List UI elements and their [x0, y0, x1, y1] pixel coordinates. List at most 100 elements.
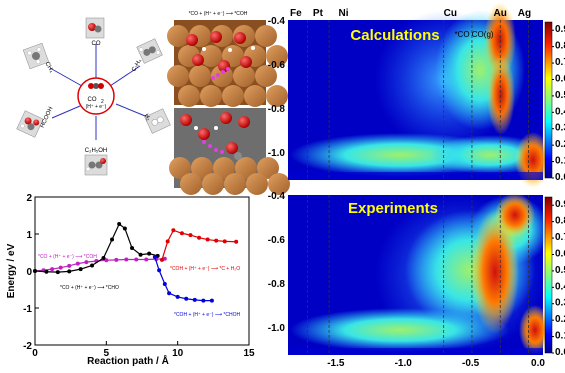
colorbar-tick-label: 0.9: [555, 199, 565, 210]
colorbar-tick-label: 0.7: [555, 57, 565, 68]
colorbar-tick-label: 0.5: [555, 90, 565, 101]
experiments-element-guides: [307, 195, 529, 355]
energy-y-tick-label: -2: [23, 341, 32, 352]
colorbar-tick-label: 0.3: [555, 123, 565, 134]
experiments-colorbar: [544, 196, 553, 354]
energy-data-point: [58, 265, 63, 270]
adsorbates-bottom: [180, 112, 250, 160]
copper-atom: [189, 65, 211, 87]
colorbar-tick-label: 0.6: [555, 73, 565, 84]
copper-atom: [222, 85, 244, 107]
energy-data-point: [104, 258, 109, 263]
heatmap-y-tick-label: -0.6: [268, 235, 286, 246]
energy-y-tick-label: -1: [23, 304, 32, 315]
heatmap-y-tick-label: -1.0: [268, 323, 286, 334]
colorbar-tick-label: 0.8: [555, 41, 565, 52]
colorbar-tick-label: 0.4: [555, 281, 565, 292]
heatmap-y-tick-label: -0.8: [268, 279, 286, 290]
energy-data-point: [192, 297, 197, 302]
colorbar-tick-label: 0.1: [555, 156, 565, 167]
energy-data-point: [222, 239, 227, 244]
energy-data-point: [67, 269, 72, 274]
energy-data-point: [157, 268, 162, 273]
heatmap-x-tick-label: -0.5: [462, 358, 480, 368]
calculations-inner-label: *CO CO(g): [454, 30, 493, 39]
ch4-product-label: CH₄: [43, 61, 54, 74]
colorbar-tick-label: 0.4: [555, 106, 565, 117]
annotation-coh-to-c: *COH + (H⁺ + e⁻) ⟶ *C + H₂O: [170, 266, 240, 272]
experiments-title: Experiments: [348, 200, 438, 217]
copper-atom: [178, 85, 200, 107]
energy-data-point: [90, 263, 95, 268]
annotation-co-to-cho: *CO + (H⁺ + e⁻) ⟶ *CHO: [60, 285, 119, 291]
heatmap-y-tick-label: -0.4: [268, 191, 286, 202]
experiments-x-ticks: -1.5 -1.0 -0.5 0.0: [327, 358, 545, 369]
c2h4-product-icon: [136, 38, 163, 64]
energy-data-point: [33, 269, 37, 273]
energy-data-point: [188, 233, 193, 238]
colorbar-tick-label: 0.2: [555, 314, 565, 325]
copper-atom: [255, 65, 277, 87]
heatmap-x-tick-label: 0.0: [531, 358, 545, 368]
copper-atom: [266, 45, 288, 67]
hcooh-product-icon: [16, 110, 44, 138]
copper-atom: [167, 25, 189, 47]
copper-atom: [257, 157, 279, 179]
adsorbates-top: [186, 31, 255, 80]
energy-y-tick-label: 2: [26, 193, 32, 204]
heatmap-x-tick-label: -1.5: [327, 358, 345, 368]
colorbar-tick-label: 0.2: [555, 139, 565, 150]
copper-atom: [200, 85, 222, 107]
co-product-label: CO: [92, 41, 101, 47]
annotation-co-to-coh: *CO + (H⁺ + e⁻) ⟶ *COH: [38, 254, 97, 260]
energy-data-point: [134, 257, 139, 262]
energy-data-point: [75, 261, 80, 266]
colorbar-tick-label: 0.3: [555, 298, 565, 309]
copper-atom: [200, 45, 222, 67]
copper-atom: [213, 157, 235, 179]
element-label: Fe: [290, 8, 302, 19]
c2h4-product-label: C₂H₄: [131, 58, 143, 73]
experiments-heatmap: Experiments -0.4-0.6-0.8-1.0 -1.5 -1.0 -0.…: [268, 191, 565, 369]
copper-atom: [202, 173, 224, 195]
energy-data-point: [209, 298, 214, 303]
annotation-coh-to-choh: *COH + (H⁺ + e⁻) ⟶ *CHOH: [174, 312, 240, 318]
snapshot-top: [167, 20, 288, 107]
energy-data-point: [159, 257, 164, 262]
experiments-heat-field: [288, 193, 551, 355]
colorbar-tick-label: 0.7: [555, 232, 565, 243]
c2h5oh-product-icon: [84, 154, 108, 176]
copper-atom: [266, 85, 288, 107]
colorbar-tick-label: 0.8: [555, 216, 565, 227]
energy-series-line: [161, 229, 237, 261]
energy-data-point: [175, 294, 180, 299]
schematic-arrows: [49, 44, 151, 140]
energy-data-point: [147, 251, 152, 256]
element-label: Ag: [518, 8, 531, 19]
energy-data-point: [162, 281, 167, 286]
c2h5oh-product-label: C₂H₅OH: [85, 148, 107, 154]
colorbar-tick-label: 0.6: [555, 248, 565, 259]
copper-atoms-bottom: [169, 157, 290, 195]
element-label: Cu: [444, 8, 457, 19]
energy-data-point: [144, 257, 149, 262]
energy-y-tick-label: 0: [26, 267, 32, 278]
energy-data-point: [44, 269, 49, 274]
energy-data-point: [124, 257, 129, 262]
calculations-colorbar: [544, 21, 553, 179]
energy-data-point: [171, 228, 176, 233]
energy-data-point: [130, 246, 135, 251]
element-label: Ni: [339, 8, 349, 19]
energy-data-point: [197, 235, 202, 240]
energy-data-point: [110, 237, 115, 242]
element-label: Pt: [313, 8, 324, 19]
co2-circle: [77, 77, 115, 115]
heatmap-y-tick-label: -1.0: [268, 148, 286, 159]
experiments-colorbar-ticks: 0.9 0.8 0.7 0.6 0.5 0.4 0.3 0.2 0.1 0.0: [552, 199, 565, 358]
copper-atom: [268, 173, 290, 195]
energy-data-point: [117, 222, 122, 227]
energy-data-point: [84, 260, 89, 265]
energy-y-axis-label: Energy / eV: [6, 243, 17, 298]
h2-product-icon: [144, 108, 171, 134]
